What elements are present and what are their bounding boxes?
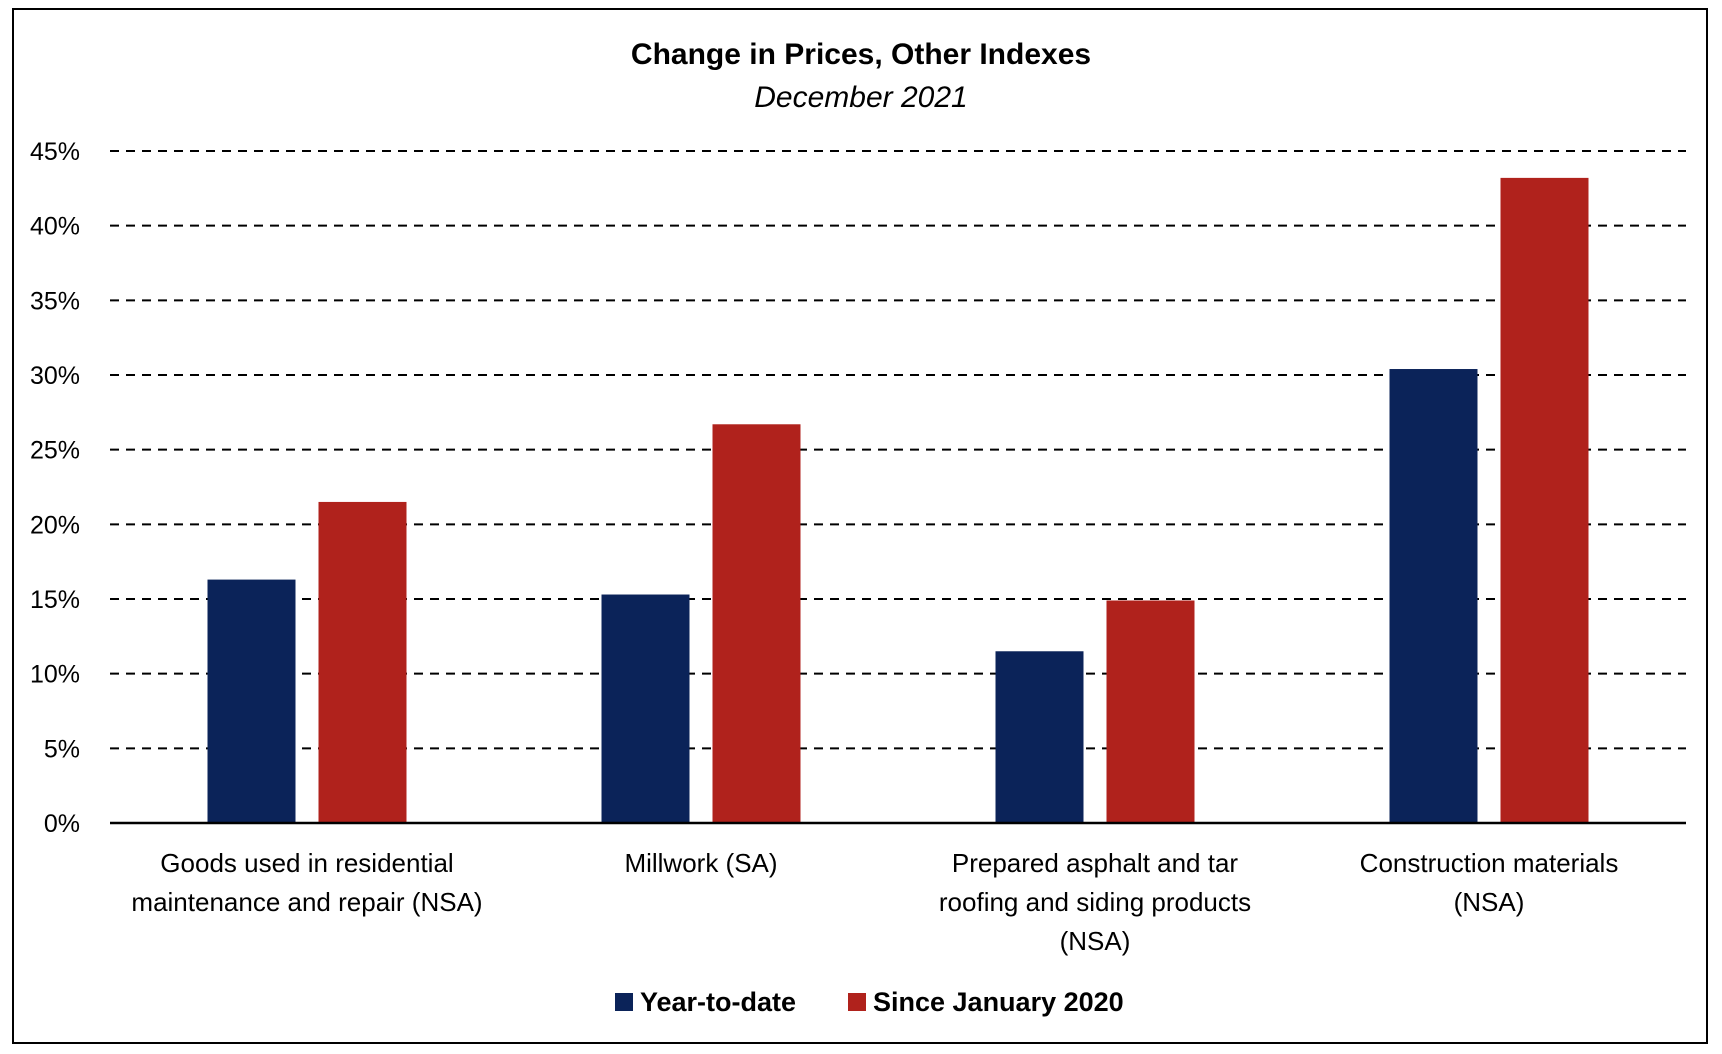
legend-swatch	[848, 993, 866, 1011]
y-tick-label: 45%	[30, 138, 80, 166]
bar-since-january-2020	[712, 424, 801, 823]
legend-label: Since January 2020	[873, 987, 1124, 1017]
y-tick-label: 20%	[30, 511, 80, 539]
bar-since-january-2020	[318, 501, 407, 823]
category-label: (NSA)	[1454, 887, 1525, 917]
bar-year-to-date	[601, 594, 690, 823]
y-tick-label: 5%	[44, 735, 80, 763]
bar-since-january-2020	[1500, 177, 1589, 823]
category-label: Millwork (SA)	[624, 848, 777, 878]
category-label: roofing and siding products	[939, 887, 1251, 917]
chart-title: Change in Prices, Other Indexes	[631, 38, 1091, 71]
y-tick-label: 10%	[30, 661, 80, 689]
bar-year-to-date	[1389, 369, 1478, 823]
category-label: Construction materials	[1360, 848, 1619, 878]
y-tick-label: 15%	[30, 586, 80, 614]
y-tick-label: 0%	[44, 810, 80, 838]
y-tick-label: 35%	[30, 287, 80, 315]
bar-year-to-date	[207, 579, 296, 823]
category-label: Goods used in residential	[160, 848, 453, 878]
bars	[207, 177, 1589, 823]
legend-swatch	[615, 993, 633, 1011]
y-tick-label: 30%	[30, 362, 80, 390]
category-label: maintenance and repair (NSA)	[131, 887, 482, 917]
category-label: (NSA)	[1060, 926, 1131, 956]
y-tick-label: 40%	[30, 213, 80, 241]
category-label: Prepared asphalt and tar	[952, 848, 1239, 878]
category-labels: Goods used in residential maintenance and…	[131, 848, 1618, 956]
y-tick-label: 25%	[30, 437, 80, 465]
y-axis-ticks: 0% 5% 10% 15% 20% 25% 30% 35% 40% 45%	[30, 138, 80, 838]
bar-year-to-date	[995, 651, 1084, 823]
bar-since-january-2020	[1106, 600, 1195, 823]
legend: Year-to-date Since January 2020	[615, 987, 1124, 1017]
chart-subtitle: December 2021	[754, 81, 967, 114]
legend-label: Year-to-date	[640, 987, 796, 1017]
